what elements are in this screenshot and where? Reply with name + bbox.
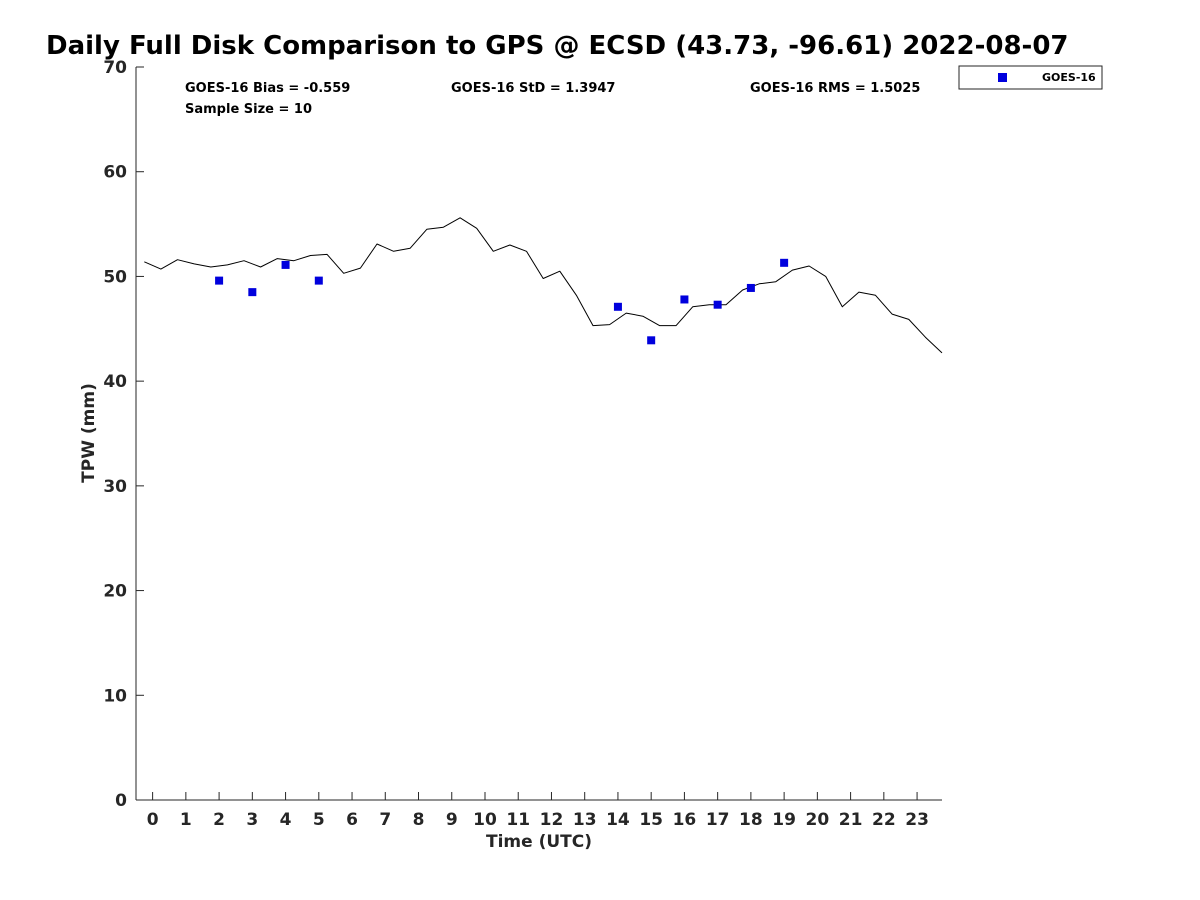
x-tick-label: 18 [739, 810, 763, 830]
x-tick-label: 1 [180, 810, 192, 830]
x-tick-label: 15 [639, 810, 663, 830]
y-ticks: 0 10 20 30 40 50 60 70 [103, 58, 144, 811]
legend-label-goes16: GOES-16 [1042, 71, 1096, 84]
y-tick-label: 30 [103, 477, 127, 497]
x-tick-label: 8 [413, 810, 425, 830]
y-tick-label: 60 [103, 163, 127, 183]
x-ticks: 0 1 2 3 4 5 6 7 8 9 10 11 12 13 14 15 16 17 18 19 20 21 22 23 [147, 792, 929, 830]
x-tick-label: 16 [673, 810, 697, 830]
legend-marker [998, 73, 1007, 82]
x-tick-label: 20 [806, 810, 830, 830]
stats-annotations: GOES-16 Bias = -0.559 GOES-16 StD = 1.39… [185, 81, 920, 117]
rms-annotation: GOES-16 RMS = 1.5025 [750, 81, 920, 96]
goes16-point [281, 260, 290, 269]
plot-series [144, 217, 943, 354]
x-tick-label: 11 [506, 810, 530, 830]
x-tick-label: 9 [446, 810, 458, 830]
x-tick-label: 3 [246, 810, 258, 830]
y-tick-label: 0 [115, 791, 127, 811]
x-tick-label: 0 [147, 810, 159, 830]
y-axis-label: TPW (mm) [79, 383, 99, 483]
chart-title: Daily Full Disk Comparison to GPS @ ECSD… [46, 31, 1069, 61]
y-tick-label: 70 [103, 58, 127, 78]
goes16-point [248, 288, 257, 297]
legend-box [958, 65, 1103, 90]
x-tick-label: 21 [839, 810, 863, 830]
x-tick-label: 17 [706, 810, 730, 830]
x-tick-label: 6 [346, 810, 358, 830]
x-tick-label: 22 [872, 810, 896, 830]
x-tick-label: 4 [280, 810, 292, 830]
goes16-point [680, 295, 689, 304]
goes16-point [613, 302, 622, 311]
x-tick-label: 19 [772, 810, 796, 830]
x-tick-label: 14 [606, 810, 630, 830]
y-tick-label: 40 [103, 372, 127, 392]
goes16-point [314, 276, 323, 285]
x-tick-label: 12 [540, 810, 564, 830]
y-tick-label: 20 [103, 582, 127, 602]
x-axis-label: Time (UTC) [486, 832, 592, 852]
x-tick-label: 5 [313, 810, 325, 830]
y-tick-label: 50 [103, 267, 127, 287]
x-tick-label: 7 [379, 810, 391, 830]
gps-tpw-line [144, 217, 943, 354]
sample-size-annotation: Sample Size = 10 [185, 102, 312, 117]
legend: GOES-16 [958, 65, 1103, 90]
std-annotation: GOES-16 StD = 1.3947 [451, 81, 615, 96]
x-tick-label: 23 [905, 810, 929, 830]
goes16-point [647, 336, 656, 345]
x-tick-label: 10 [473, 810, 497, 830]
goes16-point [215, 276, 224, 285]
x-tick-label: 2 [213, 810, 225, 830]
axes [135, 67, 942, 801]
y-tick-label: 10 [103, 686, 127, 706]
x-tick-label: 13 [573, 810, 597, 830]
bias-annotation: GOES-16 Bias = -0.559 [185, 81, 350, 96]
goes16-point [746, 283, 755, 292]
goes16-point [713, 300, 722, 309]
goes16-point [780, 258, 789, 267]
